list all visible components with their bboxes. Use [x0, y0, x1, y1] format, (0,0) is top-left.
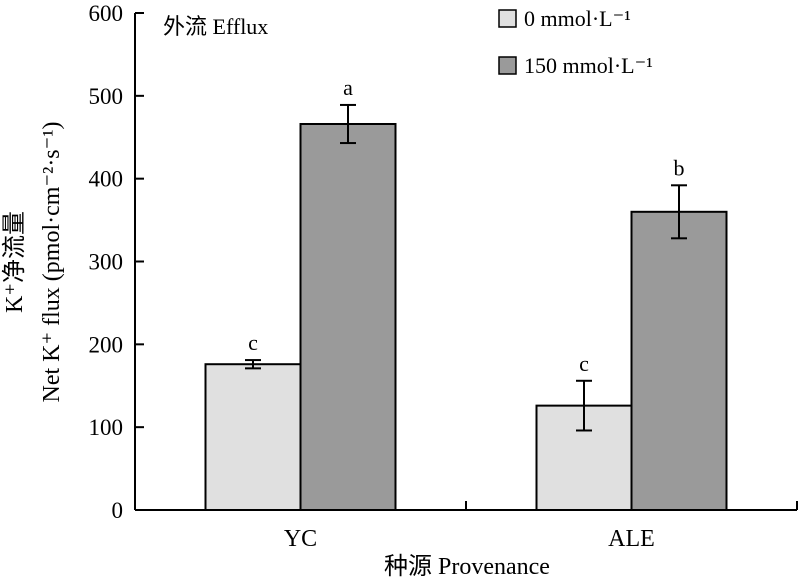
bars-layer [204, 122, 728, 512]
y-tick-label: 100 [89, 415, 124, 440]
y-axis-title-line2: Net K⁺ flux (pmol·cm⁻²·s⁻¹) [39, 121, 65, 402]
significance-letter: c [579, 351, 589, 376]
x-tick-label: ALE [608, 526, 655, 552]
significance-letters-layer: c c a b [248, 75, 684, 376]
error-bars-layer [245, 103, 687, 432]
y-tick-label: 600 [89, 1, 124, 26]
y-tick-label: 500 [89, 84, 124, 109]
y-tick-label: 200 [89, 332, 124, 357]
significance-letter: a [343, 75, 353, 100]
x-ticks-layer: YC ALE [284, 501, 655, 552]
chart-annotation: 外流 Efflux [163, 14, 268, 39]
legend-label-0-mmol: 0 mmol·L⁻¹ [524, 6, 631, 31]
legend-label-150-mmol: 150 mmol·L⁻¹ [524, 53, 653, 78]
bar [299, 122, 397, 511]
error-bar [245, 359, 261, 370]
legend-swatch-150-mmol [498, 56, 517, 75]
legend-swatch-0-mmol [498, 9, 517, 28]
error-bar [340, 103, 356, 145]
y-tick-label: 0 [112, 498, 124, 523]
bar [204, 363, 302, 512]
bar [630, 210, 728, 512]
y-ticks-layer: 0 100 200 300 400 500 600 [89, 1, 144, 523]
legend: 0 mmol·L⁻¹ 150 mmol·L⁻¹ [498, 6, 653, 78]
error-bar [671, 184, 687, 240]
y-axis-title: K⁺净流量 Net K⁺ flux (pmol·cm⁻²·s⁻¹) [1, 121, 65, 402]
significance-letter: c [248, 330, 258, 355]
significance-letter: b [674, 155, 685, 180]
y-tick-label: 400 [89, 167, 124, 192]
x-axis-title: 种源 Provenance [384, 553, 550, 579]
error-bar [576, 379, 592, 432]
y-tick-label: 300 [89, 250, 124, 275]
x-tick-label: YC [284, 526, 317, 552]
y-axis-title-line1: K⁺净流量 [1, 211, 28, 313]
